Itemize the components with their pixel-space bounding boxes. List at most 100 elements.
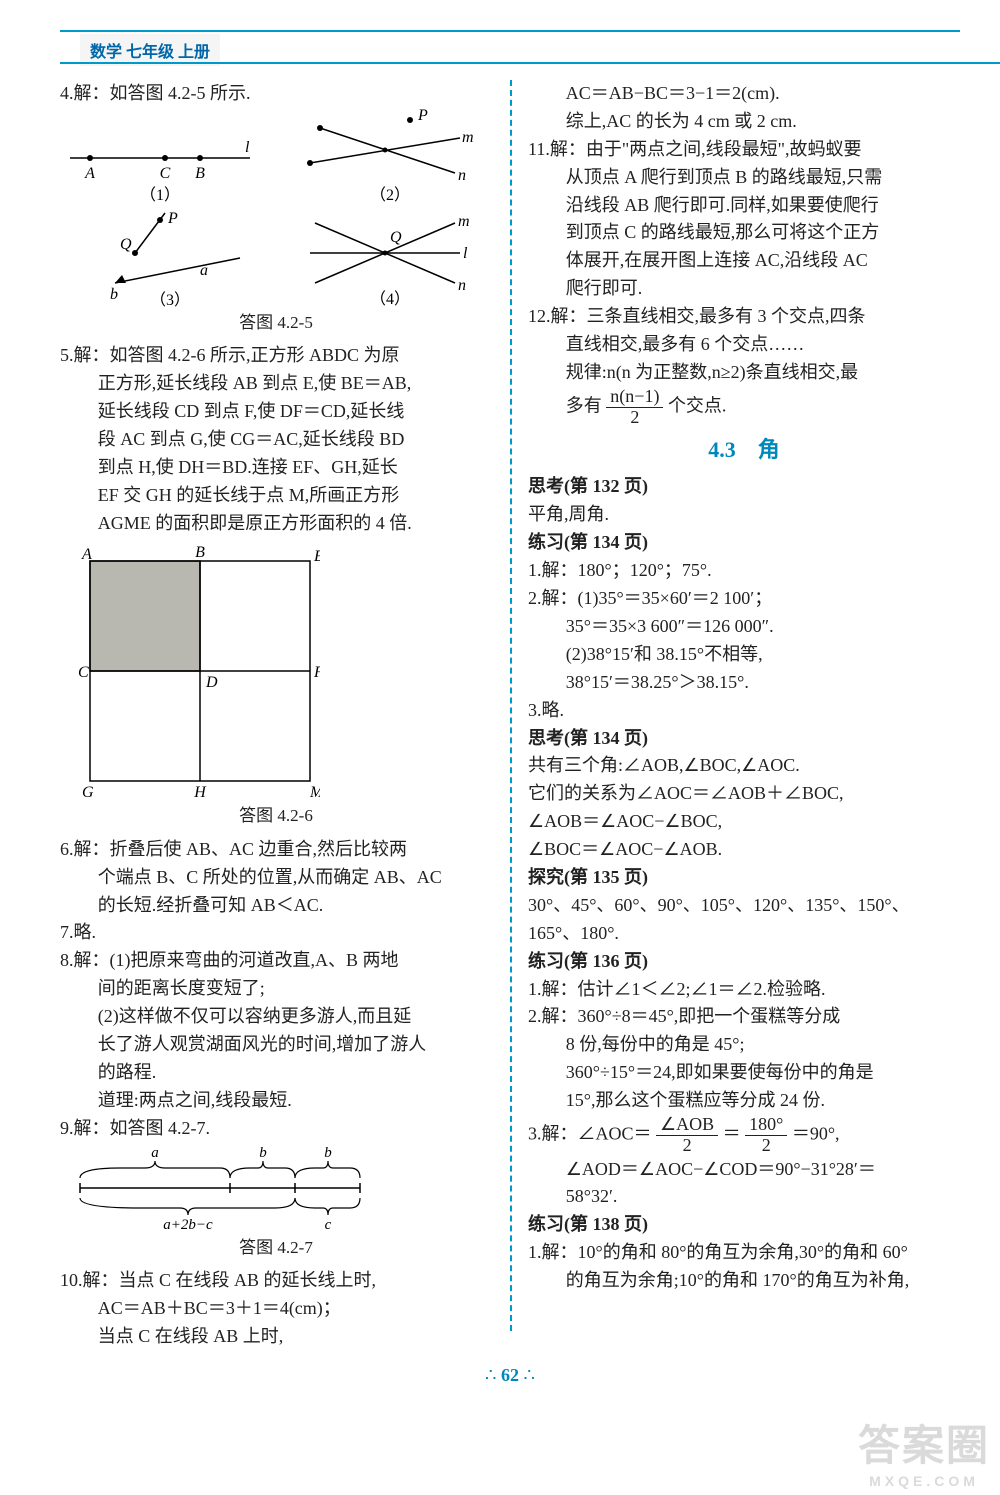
- text-line: 35°＝35×3 600″＝126 000″.: [528, 613, 960, 641]
- problem-8-line: (2)这样做不仅可以容纳更多游人,而且延: [60, 1003, 492, 1031]
- text-line: 58°32′.: [528, 1183, 960, 1211]
- problem-11-line: 从顶点 A 爬行到顶点 B 的路线最短,只需: [528, 164, 960, 192]
- text-line: 30°、45°、60°、90°、105°、120°、135°、150°、: [528, 892, 960, 920]
- problem-10-line: 当点 C 在线段 AB 上时,: [60, 1323, 492, 1351]
- problem-12-line: 规律:n(n 为正整数,n≥2)条直线相交,最: [528, 359, 960, 387]
- problem-8-line: 道理:两点之间,线段最短.: [60, 1087, 492, 1115]
- text-line: ∠AOD＝∠AOC−∠COD＝90°−31°28′＝: [528, 1156, 960, 1184]
- problem-10-line: AC＝AB−BC＝3−1＝2(cm).: [528, 80, 960, 108]
- page-number-value: 62: [501, 1365, 519, 1385]
- problem-11-line: 体展开,在展开图上连接 AC,沿线段 AC: [528, 247, 960, 275]
- problem-5-line: 到点 H,使 DH＝BD.连接 EF、GH,延长: [60, 454, 492, 482]
- svg-text:（4）: （4）: [370, 290, 410, 308]
- fig426-svg: A B E C D F G H M: [60, 541, 320, 801]
- numerator: n(n−1): [606, 387, 663, 408]
- svg-text:（1）: （1）: [140, 186, 180, 204]
- svg-text:H: H: [193, 784, 207, 801]
- text-line: 它们的关系为∠AOC＝∠AOB＋∠BOC,: [528, 780, 960, 808]
- problem-5-line: AGME 的面积即是原正方形面积的 4 倍.: [60, 510, 492, 538]
- text: ＝: [723, 1123, 741, 1143]
- problem-10-line: 10.解：当点 C 在线段 AB 的延长线上时,: [60, 1267, 492, 1295]
- svg-text:A: A: [84, 165, 95, 182]
- svg-text:a: a: [151, 1145, 159, 1161]
- problem-10-line: 综上,AC 的长为 4 cm 或 2 cm.: [528, 108, 960, 136]
- problem-11-line: 11.解：由于"两点之间,线段最短",故蚂蚁要: [528, 136, 960, 164]
- text: 多有: [566, 395, 602, 415]
- text-line: ∠BOC＝∠AOC−∠AOB.: [528, 836, 960, 864]
- problem-8-line: 8.解：(1)把原来弯曲的河道改直,A、B 两地: [60, 947, 492, 975]
- svg-text:l: l: [463, 245, 468, 262]
- svg-text:m: m: [462, 129, 474, 146]
- svg-text:E: E: [313, 548, 320, 565]
- numerator: ∠AOB: [656, 1115, 718, 1136]
- text: 3.解：∠AOC＝: [528, 1123, 652, 1143]
- svg-text:a: a: [200, 262, 208, 279]
- fig425-svg: A C B l （1） P m: [60, 108, 480, 308]
- watermark-main: 答案圈: [858, 1422, 990, 1469]
- svg-text:Q: Q: [120, 236, 132, 253]
- heading-think: 思考(第 132 页): [528, 473, 960, 501]
- page-number: ∴ 62 ∴: [60, 1365, 960, 1386]
- problem-6-line: 6.解：折叠后使 AB、AC 边重合,然后比较两: [60, 836, 492, 864]
- svg-text:n: n: [458, 277, 466, 294]
- heading-practice: 练习(第 138 页): [528, 1211, 960, 1239]
- fraction: n(n−1) 2: [606, 387, 663, 428]
- figure-4-2-5: A C B l （1） P m: [60, 108, 492, 336]
- problem-6-line: 个端点 B、C 所处的位置,从而确定 AB、AC: [60, 864, 492, 892]
- problem-8-line: 间的距离长度变短了;: [60, 975, 492, 1003]
- problem-5-line: 5.解：如答图 4.2-6 所示,正方形 ABDC 为原: [60, 342, 492, 370]
- fig427-caption: 答图 4.2-7: [60, 1235, 492, 1261]
- right-column: AC＝AB−BC＝3−1＝2(cm). 综上,AC 的长为 4 cm 或 2 c…: [510, 80, 960, 1351]
- text-line: 3.略.: [528, 697, 960, 725]
- svg-text:Q: Q: [390, 229, 402, 246]
- text: ＝90°,: [792, 1123, 840, 1143]
- problem-4: 4.解：如答图 4.2-5 所示.: [60, 80, 492, 108]
- section-title: 4.3 角: [528, 433, 960, 467]
- svg-text:m: m: [458, 213, 470, 230]
- problem-6-line: 的长短.经折叠可知 AB＜AC.: [60, 892, 492, 920]
- text-line: 165°、180°.: [528, 920, 960, 948]
- problem-8-line: 的路程.: [60, 1059, 492, 1087]
- problem-5-line: 段 AC 到点 G,使 CG＝AC,延长线段 BD: [60, 426, 492, 454]
- problem-12-line: 直线相交,最多有 6 个交点……: [528, 331, 960, 359]
- problem-11-line: 爬行即可.: [528, 275, 960, 303]
- denominator: 2: [656, 1136, 718, 1156]
- heading-practice: 练习(第 134 页): [528, 529, 960, 557]
- text-line: 15°,那么这个蛋糕应等分成 24 份.: [528, 1087, 960, 1115]
- page-root: 数学 七年级 上册 4.解：如答图 4.2-5 所示. A C: [0, 0, 1000, 1495]
- svg-text:b: b: [259, 1145, 267, 1161]
- text-line: 38°15′＝38.25°＞38.15°.: [528, 669, 960, 697]
- heading-explore: 探究(第 135 页): [528, 864, 960, 892]
- problem-7: 7.略.: [60, 919, 492, 947]
- text: 个交点.: [668, 395, 727, 415]
- problem-3-frac: 3.解：∠AOC＝ ∠AOB 2 ＝ 180° 2 ＝90°,: [528, 1115, 960, 1156]
- text-line: (2)38°15′和 38.15°不相等,: [528, 641, 960, 669]
- svg-text:P: P: [417, 108, 428, 124]
- svg-text:G: G: [82, 784, 94, 801]
- text-line: 共有三个角:∠AOB,∠BOC,∠AOC.: [528, 752, 960, 780]
- problem-5-line: 延长线段 CD 到点 F,使 DF＝CD,延长线: [60, 398, 492, 426]
- text-line: 2.解：(1)35°＝35×60′＝2 100′；: [528, 585, 960, 613]
- column-divider: [510, 80, 512, 1331]
- svg-text:C: C: [160, 165, 171, 182]
- header-rule-top: [60, 30, 960, 32]
- problem-8-line: 长了游人观赏湖面风光的时间,增加了游人: [60, 1031, 492, 1059]
- svg-text:（3）: （3）: [150, 291, 190, 308]
- svg-text:F: F: [313, 664, 320, 681]
- figure-4-2-6: A B E C D F G H M 答图 4.2-6: [60, 541, 492, 829]
- text-line: 8 份,每份中的角是 45°;: [528, 1031, 960, 1059]
- problem-12-frac: 多有 n(n−1) 2 个交点.: [528, 387, 960, 428]
- svg-text:（2）: （2）: [370, 186, 410, 204]
- svg-text:P: P: [167, 210, 178, 227]
- svg-text:l: l: [245, 139, 250, 156]
- fraction: ∠AOB 2: [656, 1115, 718, 1156]
- problem-11-line: 沿线段 AB 爬行即可.同样,如果要使爬行: [528, 192, 960, 220]
- problem-9: 9.解：如答图 4.2-7.: [60, 1115, 492, 1143]
- numerator: 180°: [745, 1115, 787, 1136]
- svg-text:B: B: [195, 544, 205, 561]
- svg-text:b: b: [324, 1145, 332, 1161]
- page-header: 数学 七年级 上册: [60, 30, 960, 68]
- text-line: ∠AOB＝∠AOC−∠BOC,: [528, 808, 960, 836]
- content-columns: 4.解：如答图 4.2-5 所示. A C B l （1）: [60, 80, 960, 1351]
- fig425-caption: 答图 4.2-5: [60, 310, 492, 336]
